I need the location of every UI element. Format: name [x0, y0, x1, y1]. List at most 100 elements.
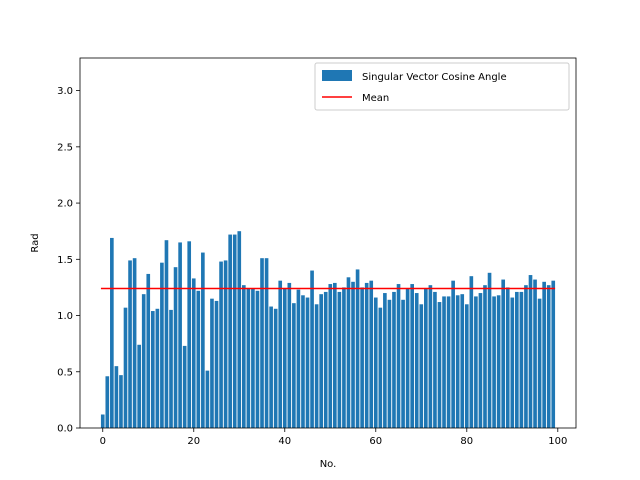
bar — [246, 288, 251, 428]
bar — [173, 267, 178, 428]
x-axis-ticks: 0 20 40 60 80 100 — [100, 428, 567, 447]
bar — [287, 282, 292, 428]
x-tick-label: 40 — [278, 436, 291, 447]
bar — [219, 261, 223, 428]
bar — [496, 295, 501, 428]
bar — [410, 284, 414, 428]
bar — [528, 275, 533, 428]
bar — [346, 277, 351, 428]
y-tick-label: 1.5 — [57, 255, 73, 266]
bar — [328, 284, 333, 428]
bar — [160, 262, 164, 428]
bar — [132, 258, 137, 428]
bar — [342, 287, 346, 428]
bar — [201, 252, 205, 428]
bar — [260, 258, 264, 428]
bar — [533, 279, 537, 428]
bar — [251, 288, 255, 428]
bar — [255, 290, 260, 428]
y-tick-label: 2.0 — [57, 199, 73, 210]
bar — [301, 295, 305, 428]
bar — [232, 234, 237, 428]
y-axis-label: Rad — [30, 233, 41, 252]
bar — [383, 293, 387, 428]
bar — [314, 304, 319, 428]
bar — [164, 240, 169, 428]
bar — [460, 294, 465, 428]
bar — [551, 280, 556, 428]
bar — [228, 234, 232, 428]
bar — [100, 414, 105, 428]
y-tick-label: 0.0 — [57, 424, 73, 435]
x-tick-label: 100 — [548, 436, 567, 447]
bar — [546, 285, 551, 428]
bar — [210, 298, 214, 428]
bar — [123, 307, 128, 428]
bar — [505, 287, 510, 428]
bar — [273, 308, 278, 428]
bar — [196, 290, 201, 428]
bar — [137, 344, 141, 428]
y-tick-label: 1.0 — [57, 311, 73, 322]
bar — [478, 293, 483, 428]
x-tick-label: 80 — [460, 436, 473, 447]
y-tick-label: 0.5 — [57, 367, 73, 378]
bar — [141, 294, 146, 428]
bar — [205, 370, 210, 428]
bar — [469, 276, 474, 428]
bar — [337, 291, 342, 428]
bar — [105, 376, 110, 428]
x-tick-label: 20 — [187, 436, 200, 447]
bar — [305, 297, 310, 428]
bar — [191, 278, 196, 428]
axes — [79, 57, 577, 429]
x-tick-label: 0 — [100, 436, 106, 447]
legend: Singular Vector Cosine Angle Mean — [314, 62, 570, 111]
bar — [433, 291, 437, 428]
bar — [146, 273, 151, 428]
bar — [114, 366, 119, 428]
y-axis-ticks: 0.0 0.5 1.0 1.5 2.0 2.5 3.0 — [57, 86, 80, 435]
y-tick-label: 3.0 — [57, 86, 73, 97]
bar — [155, 308, 160, 428]
bar — [333, 282, 337, 428]
legend-box — [314, 62, 570, 111]
bar — [455, 295, 460, 428]
bar — [483, 285, 487, 428]
bar — [150, 311, 155, 428]
bar — [515, 291, 519, 428]
bar — [187, 241, 192, 428]
bar — [442, 296, 446, 428]
bar — [128, 260, 132, 428]
bar — [351, 281, 355, 428]
bar — [119, 375, 123, 428]
bar — [501, 279, 506, 428]
bar — [437, 302, 442, 428]
bar — [378, 307, 383, 428]
bar — [242, 285, 246, 428]
legend-swatch-bar — [322, 70, 352, 81]
bar — [364, 282, 369, 428]
bar — [387, 299, 392, 428]
bar — [323, 291, 328, 428]
bar — [319, 294, 323, 428]
bar — [369, 280, 374, 428]
bar — [401, 299, 405, 428]
bar — [282, 288, 287, 428]
bar — [487, 272, 492, 428]
bar — [428, 285, 433, 428]
bar — [223, 260, 228, 428]
bar — [110, 237, 114, 428]
bar — [292, 303, 296, 428]
bar — [178, 242, 182, 428]
bar — [419, 304, 424, 428]
bar — [405, 288, 410, 428]
bar — [360, 287, 364, 428]
y-tick-label: 2.5 — [57, 142, 73, 153]
legend-label-mean: Mean — [362, 93, 389, 104]
bar — [269, 306, 273, 428]
bar — [264, 258, 269, 428]
bar-series — [100, 231, 556, 428]
bar — [524, 285, 528, 428]
